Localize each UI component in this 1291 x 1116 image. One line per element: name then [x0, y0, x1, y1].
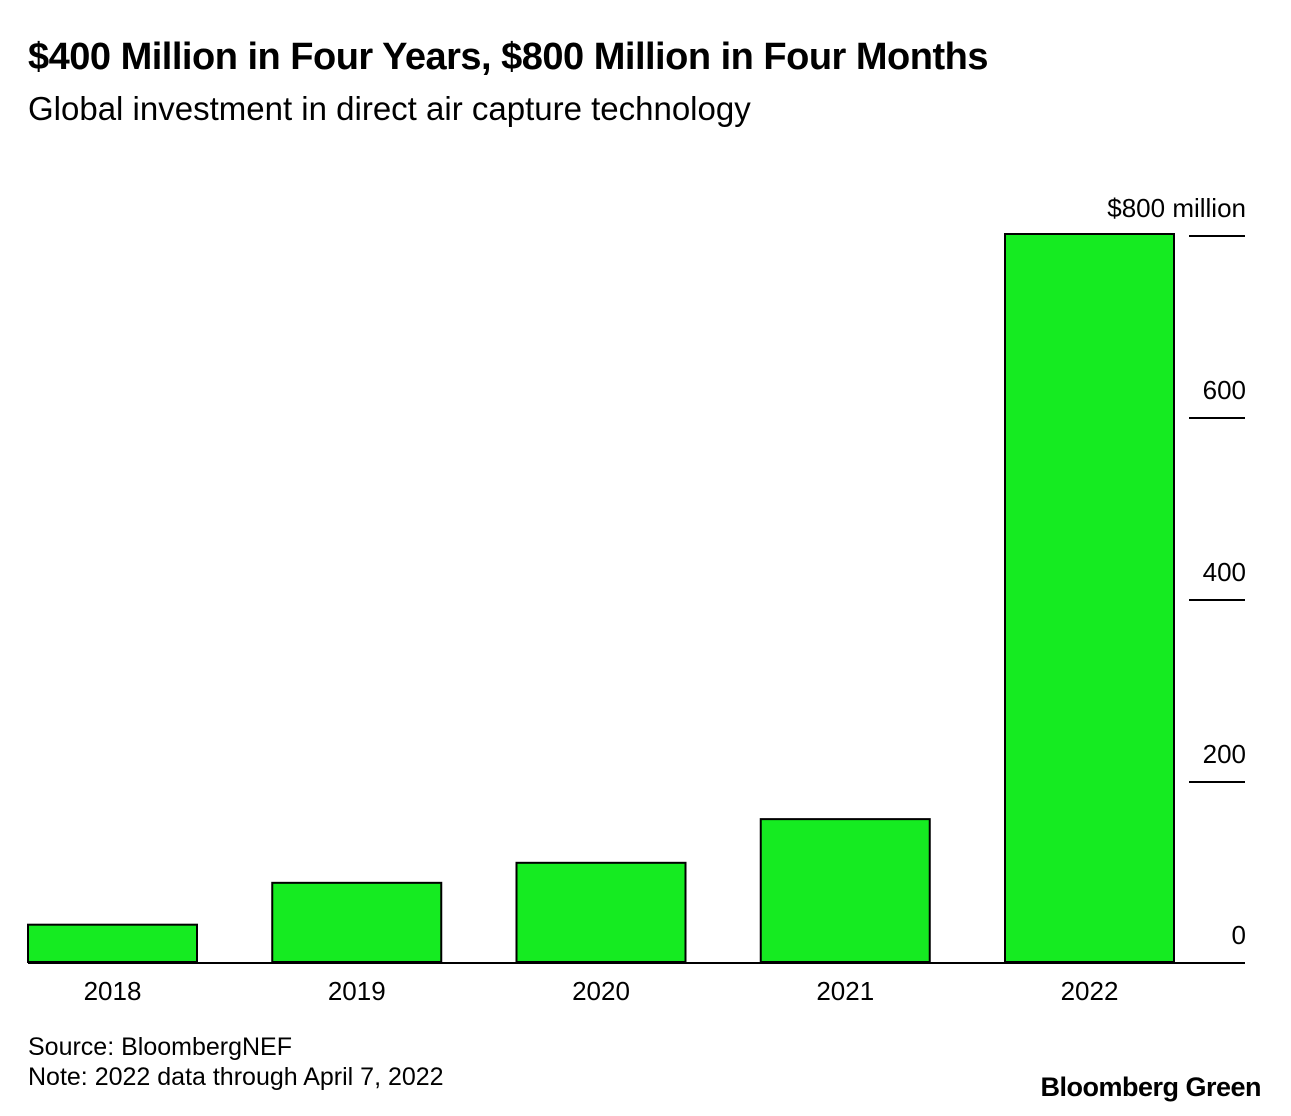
y-tick-label-400: 400	[1203, 557, 1246, 587]
y-tick-label-600: 600	[1203, 375, 1246, 405]
brand-logo: Bloomberg Green	[1040, 1072, 1261, 1102]
bar-2020	[515, 861, 687, 963]
bars-group	[27, 233, 1175, 964]
y-tick-label-0: 0	[1232, 920, 1246, 950]
bar-2022	[1004, 233, 1175, 963]
source-note: Source: BloombergNEF	[28, 1033, 293, 1061]
y-tick-label-800: $800 million	[1107, 193, 1246, 223]
y-axis: 0 200 400 600 $800 million	[1107, 193, 1246, 950]
x-tick-label-2019: 2019	[328, 976, 386, 1006]
x-tick-label-2018: 2018	[84, 976, 142, 1006]
chart-subtitle: Global investment in direct air capture …	[28, 90, 751, 127]
bar-2018	[27, 923, 198, 964]
x-tick-label-2022: 2022	[1061, 976, 1119, 1006]
x-tick-label-2021: 2021	[816, 976, 874, 1006]
bar-2021	[759, 818, 931, 963]
y-tick-label-200: 200	[1203, 739, 1246, 769]
bar-2019	[271, 881, 443, 964]
chart-title: $400 Million in Four Years, $800 Million…	[28, 36, 988, 78]
x-tick-label-2020: 2020	[572, 976, 630, 1006]
data-note: Note: 2022 data through April 7, 2022	[28, 1063, 444, 1091]
x-axis-labels: 2018 2019 2020 2021 2022	[84, 976, 1119, 1006]
